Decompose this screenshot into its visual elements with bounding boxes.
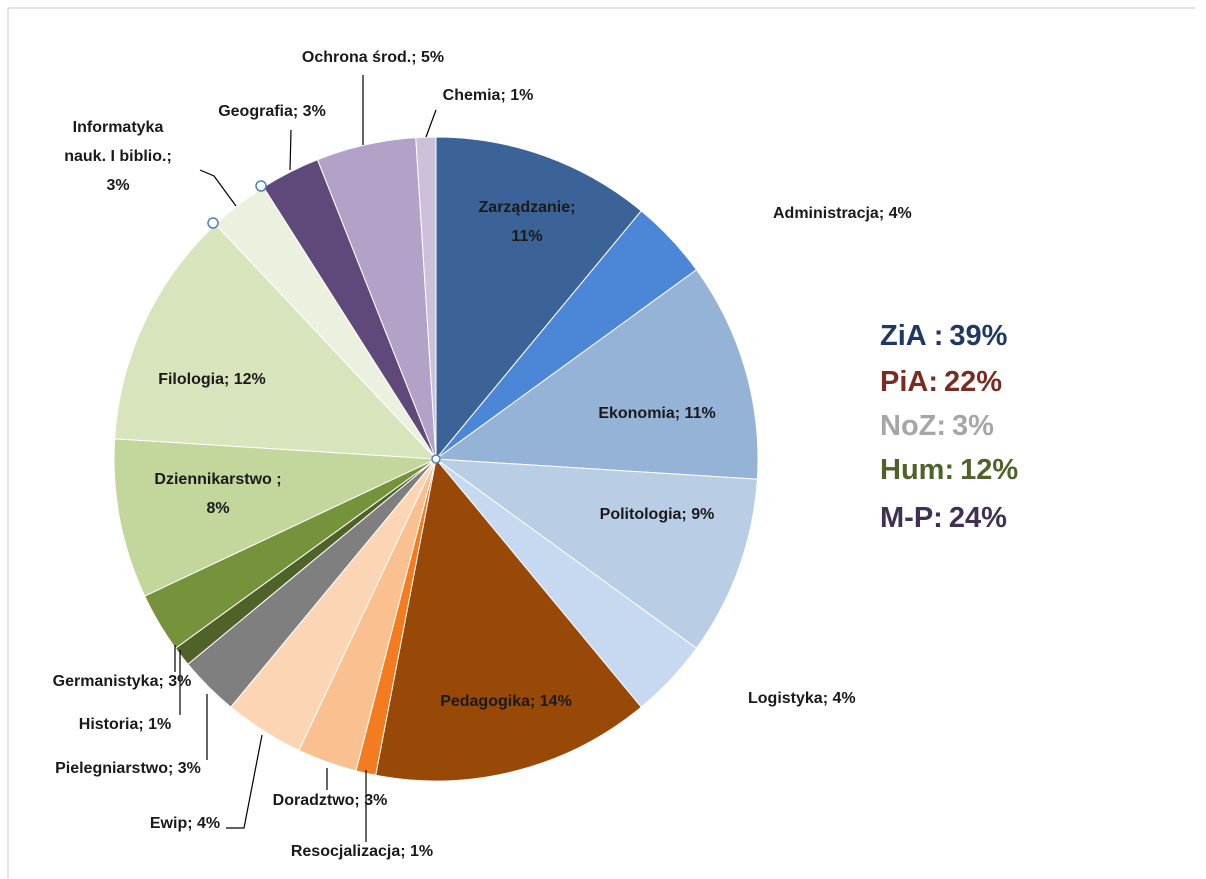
data-label-line: nauk. I biblio.; xyxy=(64,148,172,165)
data-label-line: Ewip; 4% xyxy=(150,815,220,832)
legend-entry: NoZ: 3% xyxy=(880,410,994,442)
legend-value: 39% xyxy=(949,320,1007,352)
legend-value: 3% xyxy=(952,410,994,442)
data-label: Pedagogika; 14% xyxy=(440,693,572,710)
leader-line xyxy=(199,169,237,207)
legend-entry: PiA: 22% xyxy=(880,366,1002,398)
legend-name: ZiA : xyxy=(880,320,943,352)
data-label: Dziennikarstwo ; 8% xyxy=(154,471,281,517)
legend-value: 12% xyxy=(960,454,1018,486)
handle xyxy=(207,217,219,229)
pie-slice xyxy=(375,457,642,782)
data-label: Resocjalizacja; 1% xyxy=(291,843,433,860)
legend-entry: ZiA :39% xyxy=(880,320,1008,352)
pie-slice xyxy=(113,438,437,597)
data-label: Logistyka; 4% xyxy=(748,690,856,707)
data-label-line: Filologia; 12% xyxy=(158,371,266,388)
data-label-line: Logistyka; 4% xyxy=(748,690,856,707)
data-label: Ekonomia; 11% xyxy=(598,405,715,422)
data-label-line: Germanistyka; 3% xyxy=(53,673,192,690)
legend-name: Hum: xyxy=(880,454,954,486)
handle xyxy=(255,180,267,192)
leader-line xyxy=(226,734,263,829)
legend-value: 24% xyxy=(949,502,1007,534)
data-label: Politologia; 9% xyxy=(600,506,715,523)
data-label: Geografia; 3% xyxy=(218,103,326,120)
data-label-line: Dziennikarstwo ; xyxy=(154,471,281,488)
data-label-line: 8% xyxy=(206,500,229,517)
data-label: Historia; 1% xyxy=(79,716,171,733)
pie-slice xyxy=(435,136,642,461)
data-label-line: 11% xyxy=(511,228,542,245)
legend-name: NoZ: xyxy=(880,410,946,442)
pie-slice xyxy=(415,136,437,460)
data-label-line: Politologia; 9% xyxy=(600,506,715,523)
leader-line xyxy=(425,109,437,138)
data-label: Ewip; 4% xyxy=(150,815,220,832)
data-label: Zarządzanie; 11% xyxy=(479,199,576,245)
data-label-line: Geografia; 3% xyxy=(218,103,326,120)
legend-entry: M-P: 24% xyxy=(880,502,1007,534)
data-label: Germanistyka; 3% xyxy=(53,673,192,690)
data-label-line: Zarządzanie; xyxy=(479,199,576,216)
data-label-line: Resocjalizacja; 1% xyxy=(291,843,433,860)
legend-name: M-P: xyxy=(880,502,943,534)
handle xyxy=(431,454,441,464)
data-label-line: Historia; 1% xyxy=(79,716,171,733)
data-label: Ochrona środ.; 5% xyxy=(302,49,444,66)
legend-entry: Hum: 12% xyxy=(880,454,1018,486)
pie-slice xyxy=(434,458,758,649)
data-label-line: Chemia; 1% xyxy=(443,87,534,104)
data-label-line: Informatyka xyxy=(73,119,164,136)
legend-value: 22% xyxy=(944,366,1002,398)
data-label: Chemia; 1% xyxy=(443,87,534,104)
data-label-line: Ochrona środ.; 5% xyxy=(302,49,444,66)
pie-slice xyxy=(434,269,759,480)
data-label-line: Pielegniarstwo; 3% xyxy=(55,760,201,777)
data-label: Informatyka nauk. I biblio.; 3% xyxy=(64,119,172,194)
data-label-line: 3% xyxy=(106,177,129,194)
data-label: Filologia; 12% xyxy=(158,371,266,388)
data-label-line: Doradztwo; 3% xyxy=(273,792,388,809)
data-label-line: Ekonomia; 11% xyxy=(598,405,715,422)
leader-line xyxy=(289,129,292,171)
pie-slice xyxy=(114,223,438,460)
legend-name: PiA: xyxy=(880,366,938,398)
data-label-line: Pedagogika; 14% xyxy=(440,693,572,710)
data-label: Doradztwo; 3% xyxy=(273,792,388,809)
data-label: Pielegniarstwo; 3% xyxy=(55,760,201,777)
data-label-line: Administracja; 4% xyxy=(773,205,912,222)
data-label: Administracja; 4% xyxy=(773,205,912,222)
